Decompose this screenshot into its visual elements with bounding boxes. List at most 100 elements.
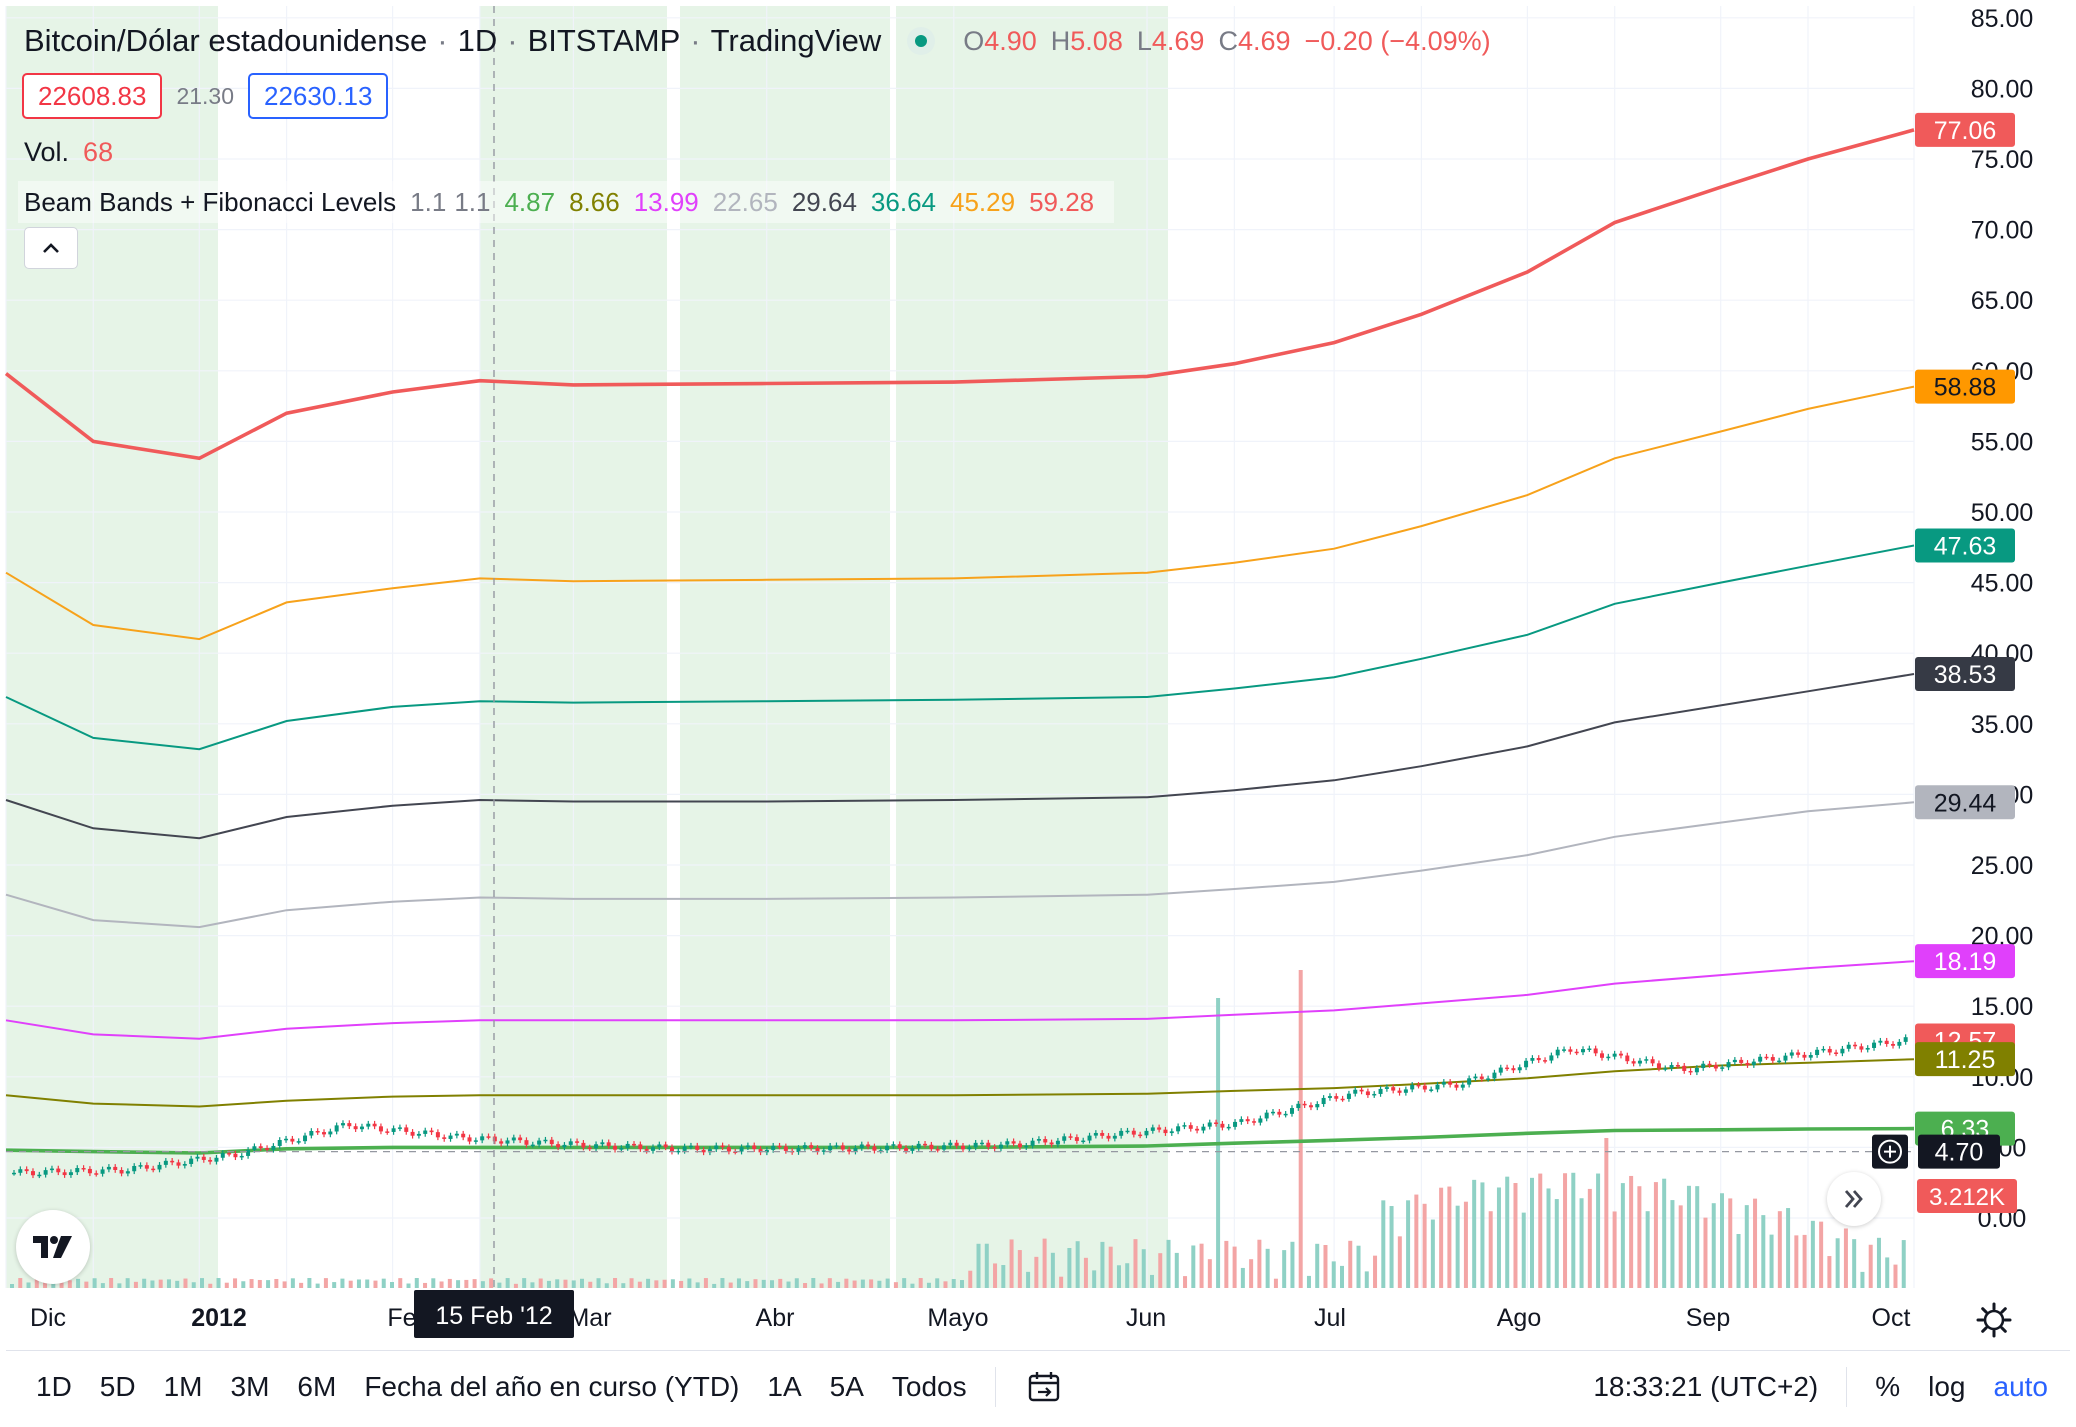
candle-body bbox=[1207, 1122, 1212, 1127]
sell-price-button[interactable]: 22608.83 bbox=[22, 73, 163, 119]
candle-body bbox=[12, 1172, 16, 1175]
volume-bar bbox=[1711, 1203, 1716, 1288]
candle-body bbox=[296, 1141, 301, 1143]
candle-body bbox=[834, 1145, 839, 1147]
candle-body bbox=[840, 1145, 845, 1150]
indicator-legend[interactable]: Beam Bands + Fibonacci Levels 1.1 1.1 4.… bbox=[18, 181, 1115, 223]
range-button[interactable]: 6M bbox=[297, 1371, 337, 1402]
volume-bar bbox=[910, 1283, 915, 1288]
range-button[interactable]: 1M bbox=[163, 1371, 203, 1402]
volume-bar bbox=[323, 1278, 328, 1288]
candle-body bbox=[1549, 1055, 1554, 1061]
volume-bar bbox=[1546, 1188, 1551, 1288]
indicator-line bbox=[5, 385, 1915, 641]
candle-body bbox=[1201, 1126, 1206, 1131]
candle-body bbox=[473, 1140, 478, 1142]
candle-body bbox=[271, 1145, 276, 1150]
volume-bar bbox=[1596, 1173, 1601, 1288]
volume-bar bbox=[1141, 1249, 1146, 1288]
volume-bar bbox=[687, 1278, 692, 1288]
price-axis: 85.0080.0075.0070.0065.0060.0055.0050.00… bbox=[1872, 5, 2070, 1288]
candle-body bbox=[1587, 1048, 1592, 1050]
toolbar-separator bbox=[994, 1367, 996, 1407]
candle-body bbox=[929, 1144, 934, 1150]
crosshair-layer bbox=[6, 6, 1914, 1288]
buy-price-button[interactable]: 22630.13 bbox=[248, 73, 389, 119]
volume-legend[interactable]: Vol. 68 bbox=[24, 134, 113, 170]
volume-bar bbox=[637, 1281, 642, 1288]
volume-bar bbox=[1612, 1211, 1617, 1288]
interval-label[interactable]: 1D bbox=[457, 23, 498, 58]
volume-bar bbox=[150, 1280, 155, 1288]
volume-bar bbox=[1538, 1173, 1543, 1288]
candle-body bbox=[480, 1136, 485, 1141]
gear-icon[interactable] bbox=[1974, 1300, 2014, 1340]
candle-body bbox=[1764, 1056, 1769, 1059]
volume-bar bbox=[1604, 1138, 1609, 1288]
price-label-text: 29.44 bbox=[1934, 789, 1997, 817]
calendar-goto-icon[interactable] bbox=[1024, 1367, 1064, 1407]
volume-bar bbox=[1191, 1245, 1196, 1288]
volume-bar bbox=[1786, 1208, 1791, 1288]
scroll-to-realtime-button[interactable] bbox=[1827, 1172, 1881, 1226]
candle-body bbox=[695, 1145, 700, 1150]
candle-body bbox=[1891, 1043, 1896, 1046]
candle-body bbox=[505, 1140, 510, 1144]
volume-bar bbox=[1298, 970, 1303, 1288]
candle-body bbox=[1739, 1059, 1744, 1063]
percent-scale-button[interactable]: % bbox=[1875, 1371, 1901, 1402]
tradingview-logo-icon[interactable] bbox=[16, 1210, 90, 1284]
volume-bar bbox=[1282, 1250, 1287, 1288]
symbol-legend[interactable]: Bitcoin/Dólar estadounidense · 1D · BITS… bbox=[24, 20, 1505, 62]
range-button[interactable]: 1D bbox=[36, 1371, 72, 1402]
indicator-line bbox=[5, 801, 1915, 929]
candles-layer bbox=[12, 1034, 1908, 1179]
candle-body bbox=[1770, 1057, 1775, 1061]
volume-bar bbox=[340, 1278, 345, 1288]
volume-bar bbox=[918, 1278, 923, 1288]
range-button[interactable]: 5D bbox=[99, 1371, 136, 1402]
volume-bar bbox=[877, 1280, 882, 1288]
volume-bar bbox=[191, 1282, 196, 1288]
volume-bar bbox=[1240, 1267, 1245, 1288]
volume-bar bbox=[654, 1280, 659, 1288]
symbol-title[interactable]: Bitcoin/Dólar estadounidense bbox=[24, 23, 428, 58]
log-scale-button[interactable]: log bbox=[1928, 1371, 1966, 1402]
candle-body bbox=[923, 1143, 928, 1146]
time-tick-label: Dic bbox=[30, 1304, 66, 1332]
range-button[interactable]: Fecha del año en curso (YTD) bbox=[364, 1371, 740, 1402]
range-button[interactable]: 1A bbox=[767, 1371, 802, 1402]
candle-body bbox=[157, 1164, 162, 1170]
price-tick-label: 15.00 bbox=[1971, 993, 2034, 1021]
range-button[interactable]: 5A bbox=[829, 1371, 864, 1402]
candle-body bbox=[1176, 1126, 1181, 1132]
timezone-clock[interactable]: 18:33:21 (UTC+2) bbox=[1593, 1371, 1819, 1402]
candle-body bbox=[1125, 1130, 1130, 1133]
volume-bar bbox=[1356, 1245, 1361, 1288]
candle-body bbox=[682, 1146, 687, 1151]
volume-bar bbox=[133, 1281, 138, 1288]
price-label-text: 47.63 bbox=[1934, 532, 1997, 560]
volume-bar bbox=[1199, 1243, 1204, 1288]
collapse-legend-button[interactable] bbox=[24, 227, 78, 269]
volume-bar bbox=[1579, 1198, 1584, 1288]
auto-scale-button[interactable]: auto bbox=[1993, 1371, 2049, 1402]
range-button[interactable]: 3M bbox=[230, 1371, 270, 1402]
volume-bar bbox=[1158, 1253, 1163, 1288]
time-axis-bg[interactable] bbox=[6, 1288, 1914, 1348]
candle-body bbox=[43, 1170, 48, 1175]
candle-body bbox=[1441, 1081, 1446, 1085]
candle-body bbox=[62, 1172, 67, 1176]
indicator-value: 13.99 bbox=[633, 186, 699, 217]
volume-bar bbox=[224, 1282, 229, 1288]
candle-body bbox=[1796, 1052, 1801, 1055]
candle-body bbox=[113, 1166, 118, 1170]
candle-body bbox=[935, 1149, 940, 1151]
candle-body bbox=[1467, 1078, 1472, 1085]
volume-bar bbox=[860, 1279, 865, 1288]
market-status-icon[interactable] bbox=[907, 27, 936, 55]
volume-bar bbox=[423, 1282, 428, 1288]
range-button[interactable]: Todos bbox=[891, 1371, 967, 1402]
price-label-badge bbox=[1915, 785, 2015, 820]
